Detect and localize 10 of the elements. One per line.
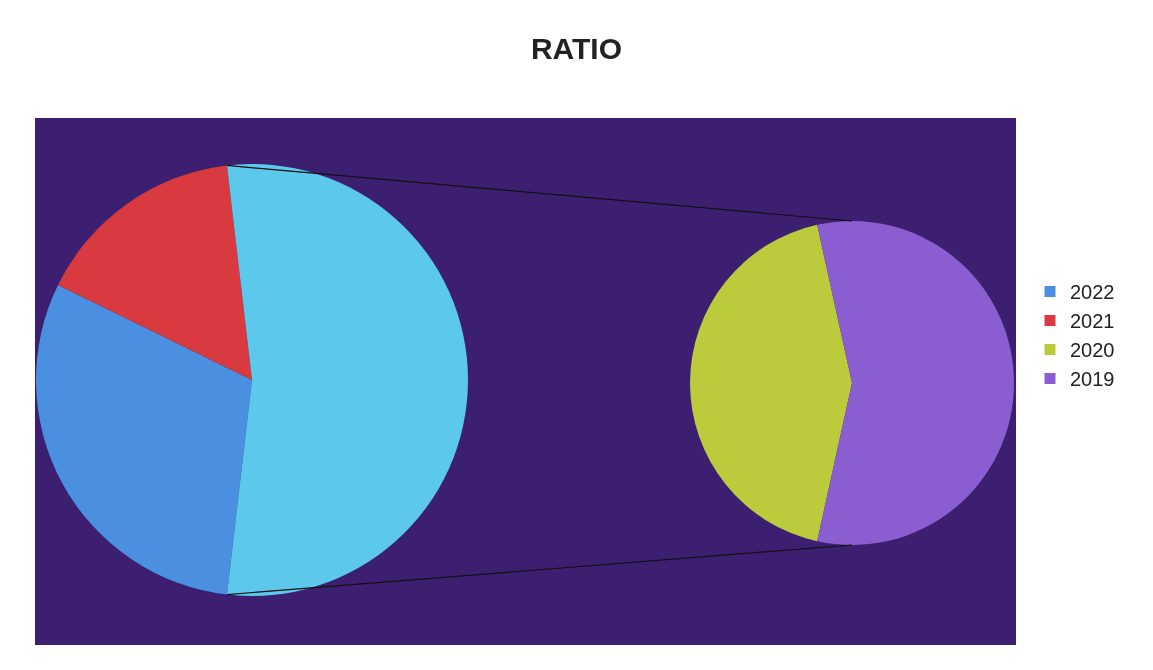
- pie-slice: [36, 284, 252, 595]
- legend-label: 2022: [1070, 281, 1115, 304]
- pie-slice: [817, 221, 1014, 545]
- pie-slice: [58, 165, 252, 380]
- legend-label: 2019: [1070, 368, 1115, 391]
- legend-label: 2020: [1070, 339, 1115, 362]
- legend-label: 2021: [1070, 310, 1115, 333]
- pie-slice: [690, 224, 852, 542]
- chart-title: RATIO: [530, 32, 623, 65]
- pie-slice: [226, 164, 468, 596]
